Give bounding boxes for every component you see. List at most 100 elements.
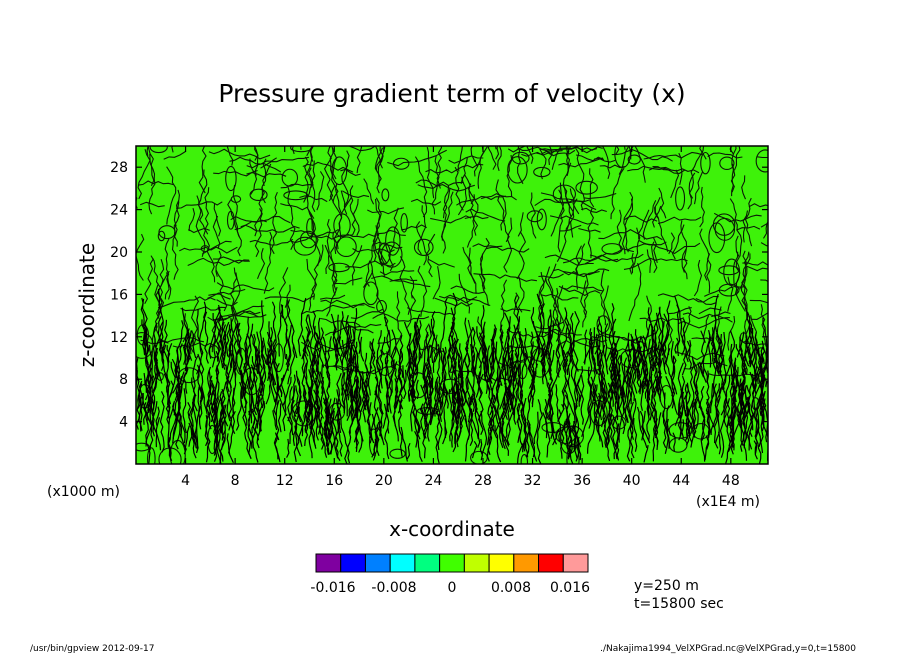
contour-line (243, 384, 247, 414)
contour-line (427, 393, 433, 442)
contour-line (688, 146, 705, 199)
contour-line (345, 326, 353, 389)
contour-line (141, 297, 150, 361)
contour-line (387, 149, 447, 167)
contour-line (517, 414, 522, 443)
contour-line (606, 413, 613, 447)
contour-line (256, 331, 261, 375)
contour-line (435, 399, 441, 464)
contour-line (293, 406, 300, 463)
contour-line (694, 398, 699, 430)
contour-line (308, 314, 318, 373)
contour-line (742, 355, 747, 375)
contour-line (203, 301, 209, 364)
contour-line (594, 157, 616, 163)
contour-line (164, 238, 170, 300)
contour-line (341, 339, 345, 357)
contour-line (219, 391, 226, 451)
contour-line (304, 156, 312, 188)
contour-line (626, 391, 633, 419)
contour-line (343, 323, 382, 330)
contour-line (729, 330, 735, 358)
contour-line (717, 383, 724, 404)
contour-line (573, 421, 577, 451)
contour-loop (507, 156, 528, 184)
contour-line (244, 316, 250, 367)
contour-loop (596, 315, 610, 333)
contour-line (306, 258, 317, 311)
contour-line (191, 397, 199, 450)
contour-line (439, 297, 448, 353)
contour-line (651, 205, 662, 228)
contour-line (643, 445, 649, 463)
contour-line (255, 346, 259, 368)
contour-line (670, 169, 680, 199)
contour-line (519, 352, 528, 404)
contour-line (695, 297, 717, 305)
contour-line (386, 359, 392, 396)
contour-line (496, 332, 503, 394)
contour-line (693, 376, 699, 409)
contour-line (466, 194, 479, 248)
contour-line (276, 362, 280, 399)
contour-line (349, 340, 368, 403)
contour-line (434, 297, 473, 307)
contour-line (357, 328, 362, 354)
contour-line (742, 261, 768, 266)
contour-loop (718, 265, 740, 276)
contour-line (197, 385, 201, 419)
y-tick-label: 8 (119, 372, 128, 388)
contour-line (459, 398, 466, 426)
contour-line (383, 403, 390, 434)
contour-line (748, 347, 752, 364)
contour-line (181, 307, 190, 365)
contour-line (677, 402, 682, 420)
contour-line (525, 420, 531, 449)
contour-line (227, 199, 242, 257)
contour-line (598, 228, 663, 241)
contour-line (706, 420, 711, 450)
colorbar-tick-label: -0.008 (371, 580, 416, 596)
contour-line (601, 370, 606, 424)
contour-line (430, 215, 472, 224)
contour-loop (381, 188, 390, 202)
contour-line (447, 296, 491, 307)
contour-line (328, 407, 335, 455)
contour-line (705, 398, 711, 438)
contour-line (504, 347, 509, 376)
contour-line (456, 193, 517, 206)
contour-line (374, 147, 384, 185)
contour-line (614, 392, 622, 447)
contour-line (263, 231, 273, 294)
contour-line (728, 343, 734, 386)
contour-line (641, 335, 651, 401)
contour-line (643, 338, 651, 363)
contour-line (431, 155, 440, 215)
contour-line (756, 156, 768, 159)
contour-line (379, 349, 384, 369)
contour-line (520, 409, 529, 458)
contour-line (228, 318, 234, 368)
contour-line (760, 279, 768, 283)
contour-line (208, 411, 212, 430)
contour-line (472, 352, 480, 415)
contour-line (347, 355, 356, 403)
contour-line (487, 146, 497, 170)
contour-line (548, 402, 555, 434)
contour-line (228, 410, 236, 463)
contour-line (250, 333, 260, 375)
contour-line (442, 346, 448, 396)
contour-line (150, 400, 155, 419)
contour-line (601, 405, 607, 428)
contour-line (576, 154, 605, 162)
contour-line (608, 318, 617, 379)
contour-line (603, 285, 612, 330)
contour-line (465, 319, 472, 350)
contour-line (671, 355, 677, 376)
contour-line (183, 372, 188, 394)
contour-line (233, 368, 237, 396)
contour-line (658, 187, 667, 219)
contour-line (377, 385, 384, 415)
contour-line (678, 419, 685, 441)
contour-line (230, 272, 238, 316)
